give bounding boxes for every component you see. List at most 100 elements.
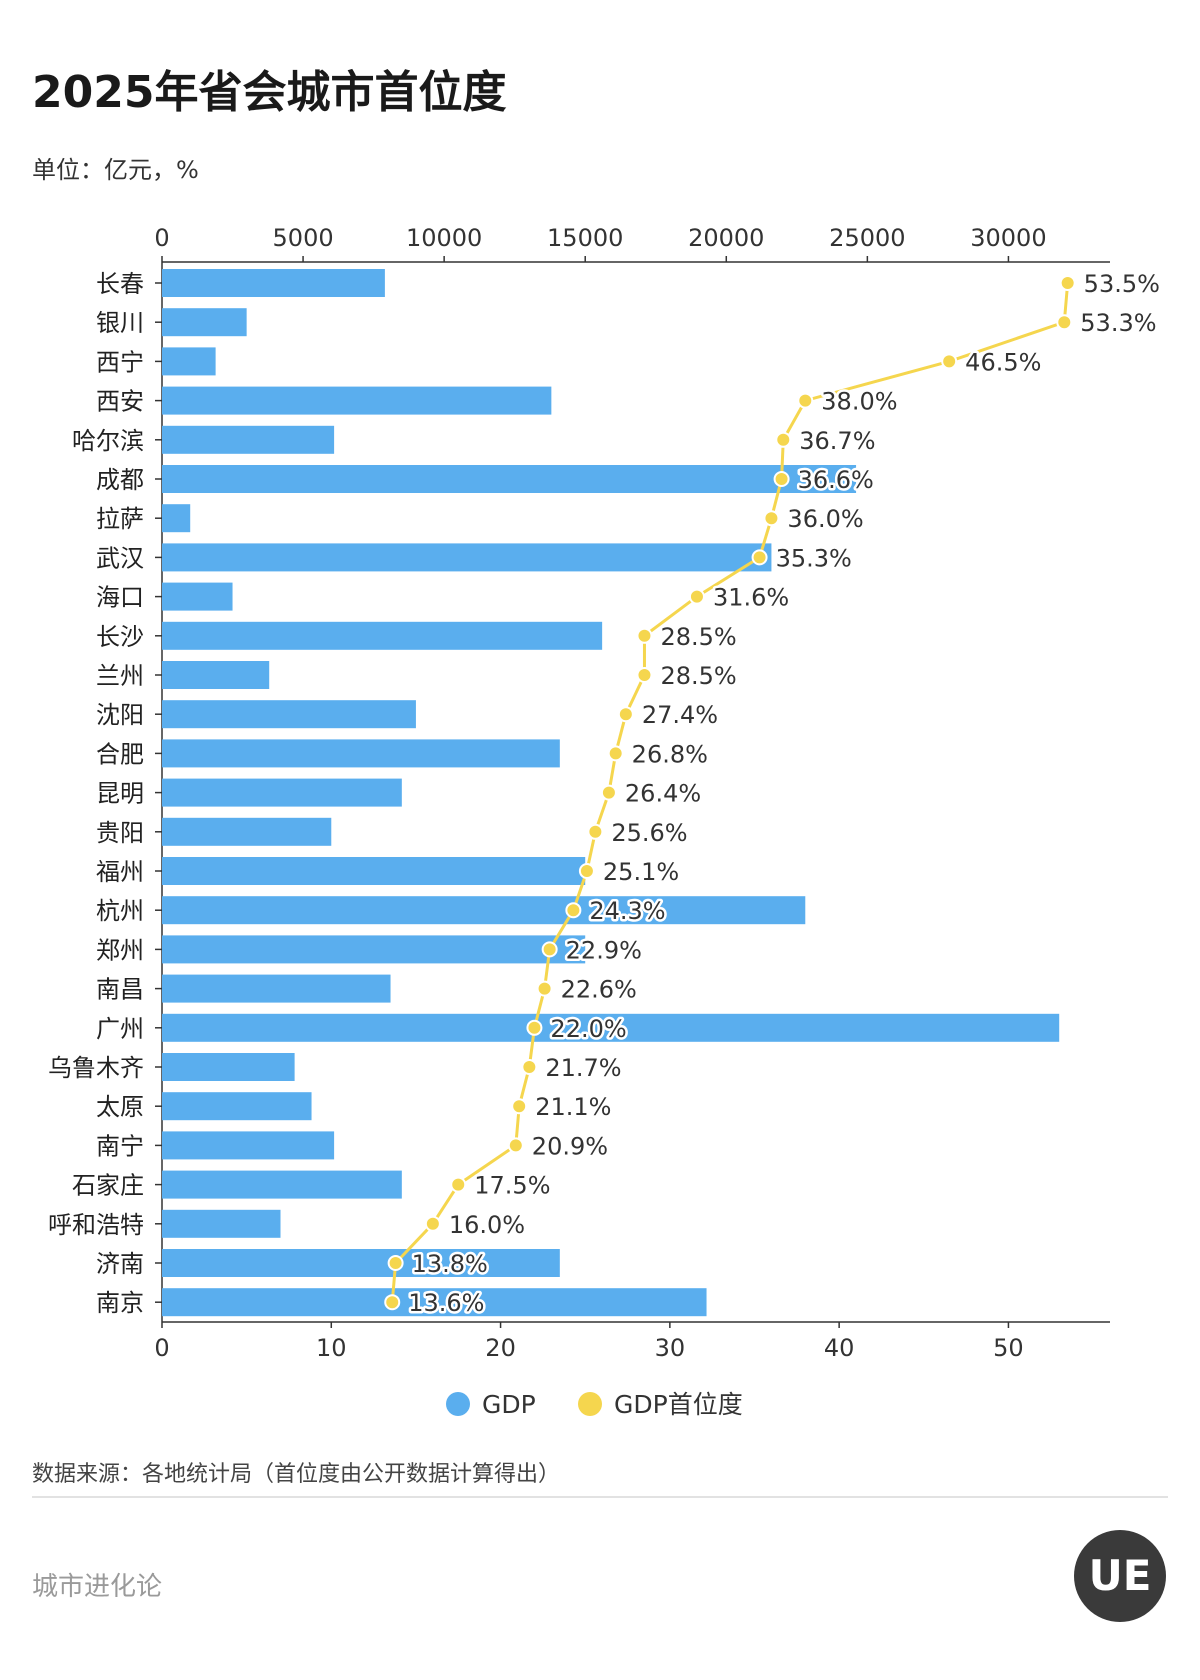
gdp-bar <box>162 1053 295 1081</box>
primacy-data-label: 22.6% <box>561 976 637 1004</box>
category-label: 太原 <box>96 1093 144 1121</box>
primacy-point <box>387 1255 404 1271</box>
bottom-axis-tick-label: 40 <box>824 1334 855 1362</box>
gdp-bar <box>162 817 332 846</box>
category-label: 长春 <box>96 270 144 298</box>
primacy-data-label: 36.7% <box>799 427 875 455</box>
primacy-data-label: 26.8% <box>632 740 708 768</box>
primacy-data-label: 22.0% <box>550 1015 626 1043</box>
brand-name: 城市进化论 <box>32 1572 163 1602</box>
bottom-axis-tick-label: 20 <box>485 1334 516 1362</box>
gdp-bar <box>162 308 247 337</box>
primacy-point <box>1056 314 1073 331</box>
gdp-bar <box>162 896 806 925</box>
top-axis-tick-label: 0 <box>154 224 169 252</box>
category-label: 石家庄 <box>72 1172 144 1200</box>
primacy-point <box>587 823 604 840</box>
primacy-data-label: 13.6% <box>408 1289 484 1317</box>
category-label: 兰州 <box>96 662 144 690</box>
gdp-bar <box>162 739 560 768</box>
gdp-bar <box>162 425 335 454</box>
primacy-point <box>775 431 792 448</box>
primacy-point <box>384 1294 401 1311</box>
gdp-bar <box>162 347 216 376</box>
bottom-axis-tick-label: 50 <box>993 1334 1024 1362</box>
chart-svg: 0 5000 10000 15000 20000 25000 30000 0 10 20 30 40 5… <box>48 224 1160 1419</box>
primacy-point <box>688 588 705 605</box>
primacy-point <box>763 510 780 527</box>
gdp-bar <box>162 700 416 729</box>
category-label: 福州 <box>96 858 144 886</box>
primacy-point <box>617 706 634 723</box>
gdp-bar <box>162 543 772 572</box>
top-axis-tick-label: 15000 <box>547 224 623 252</box>
gdp-bar <box>162 1170 402 1199</box>
primacy-data-label: 35.3% <box>776 544 852 572</box>
primacy-data-label: 16.0% <box>449 1211 525 1239</box>
top-axis-tick-label: 25000 <box>829 224 905 252</box>
primacy-data-label: 53.5% <box>1084 270 1160 298</box>
primacy-point <box>536 980 553 997</box>
gdp-bar <box>162 935 586 964</box>
primacy-data-label: 25.6% <box>611 819 687 847</box>
primacy-point <box>424 1215 441 1232</box>
category-label: 济南 <box>96 1250 144 1278</box>
gdp-bar <box>162 504 191 533</box>
primacy-point <box>1059 275 1076 291</box>
primacy-data-label: 17.5% <box>474 1172 550 1200</box>
gdp-bar <box>162 386 552 415</box>
primacy-data-label: 20.9% <box>532 1132 608 1160</box>
chart-title: 2025年省会城市首位度 <box>32 67 507 118</box>
category-label: 广州 <box>96 1015 144 1043</box>
bottom-axis-tick-label: 30 <box>655 1334 686 1362</box>
primacy-point <box>751 549 768 566</box>
primacy-data-label: 27.4% <box>642 701 718 729</box>
gdp-bar <box>162 465 857 493</box>
primacy-point <box>511 1098 528 1115</box>
primacy-data-label: 28.5% <box>660 623 736 651</box>
primacy-point <box>941 353 958 370</box>
gdp-bar <box>162 621 603 650</box>
legend-label-primacy: GDP首位度 <box>614 1390 743 1419</box>
primacy-point <box>526 1019 543 1036</box>
primacy-data-label: 38.0% <box>821 388 897 416</box>
primacy-data-label: 22.9% <box>566 936 642 964</box>
primacy-point <box>507 1137 524 1154</box>
category-label: 郑州 <box>96 936 144 964</box>
category-label: 南京 <box>96 1289 144 1317</box>
legend-label-gdp: GDP <box>482 1390 536 1419</box>
primacy-point <box>450 1176 467 1193</box>
category-label: 合肥 <box>96 740 144 768</box>
primacy-point <box>578 863 595 879</box>
primacy-point <box>636 627 653 644</box>
legend-marker-primacy <box>578 1392 602 1416</box>
category-label: 长沙 <box>96 623 144 651</box>
category-label: 昆明 <box>96 780 144 808</box>
primacy-data-label: 46.5% <box>965 348 1041 376</box>
gdp-bar <box>162 1013 1060 1042</box>
primacy-point <box>541 941 558 958</box>
gdp-bar <box>162 778 402 807</box>
bottom-axis-tick-label: 10 <box>316 1334 347 1362</box>
category-label: 海口 <box>96 584 144 612</box>
primacy-data-label: 25.1% <box>603 858 679 886</box>
top-axis-tick-label: 30000 <box>970 224 1046 252</box>
top-axis-tick-label: 5000 <box>273 224 334 252</box>
primacy-data-label: 36.6% <box>798 466 874 494</box>
brand-logo: UE <box>1074 1530 1166 1622</box>
category-label: 哈尔滨 <box>72 427 144 455</box>
top-axis-tick-label: 20000 <box>688 224 764 252</box>
primacy-data-label: 36.0% <box>787 505 863 533</box>
gdp-bar <box>162 661 270 689</box>
primacy-data-label: 21.1% <box>535 1093 611 1121</box>
primacy-point <box>600 784 617 801</box>
primacy-data-label: 31.6% <box>713 584 789 612</box>
category-label: 乌鲁木齐 <box>48 1054 144 1082</box>
primacy-point <box>565 902 582 919</box>
primacy-point <box>607 745 624 762</box>
category-label: 呼和浩特 <box>48 1211 144 1239</box>
gdp-bar <box>162 1249 560 1277</box>
category-label: 南昌 <box>96 976 144 1004</box>
data-source: 数据来源：各地统计局（首位度由公开数据计算得出） <box>32 1462 561 1487</box>
primacy-point <box>797 392 814 409</box>
